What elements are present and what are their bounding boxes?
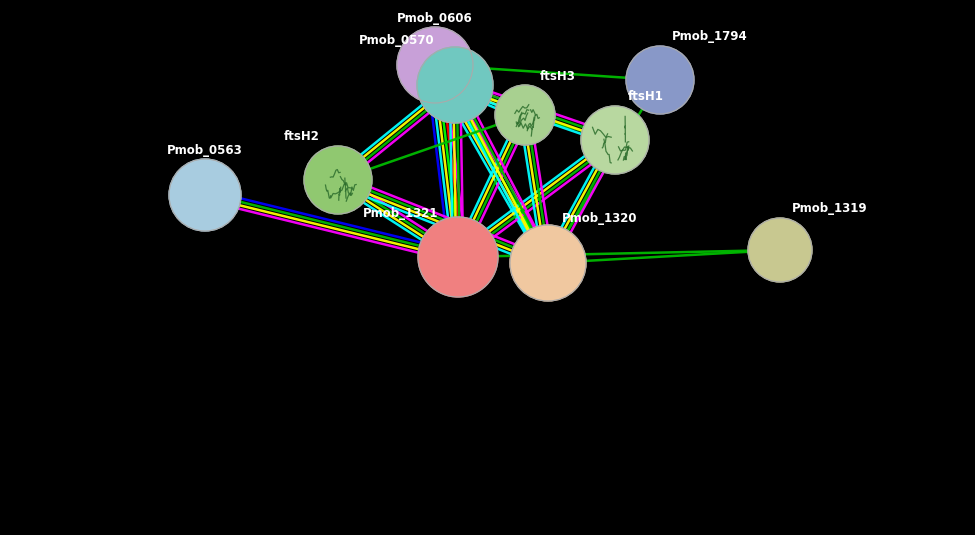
Circle shape [169, 159, 241, 231]
Text: Pmob_1320: Pmob_1320 [562, 212, 638, 225]
Text: Pmob_1321: Pmob_1321 [363, 207, 438, 220]
Circle shape [418, 217, 498, 297]
Text: ftsH1: ftsH1 [628, 90, 664, 103]
Circle shape [304, 146, 372, 214]
Text: Pmob_0563: Pmob_0563 [167, 144, 243, 157]
Circle shape [510, 225, 586, 301]
Circle shape [748, 218, 812, 282]
Text: Pmob_1794: Pmob_1794 [672, 30, 748, 43]
Circle shape [417, 47, 493, 123]
Circle shape [495, 85, 555, 145]
Text: Pmob_0606: Pmob_0606 [397, 12, 473, 25]
Circle shape [397, 27, 473, 103]
Text: Pmob_1319: Pmob_1319 [792, 202, 868, 215]
Text: ftsH3: ftsH3 [540, 70, 576, 83]
Text: ftsH2: ftsH2 [284, 130, 320, 143]
Circle shape [626, 46, 694, 114]
Circle shape [581, 106, 649, 174]
Text: Pmob_0570: Pmob_0570 [360, 34, 435, 47]
